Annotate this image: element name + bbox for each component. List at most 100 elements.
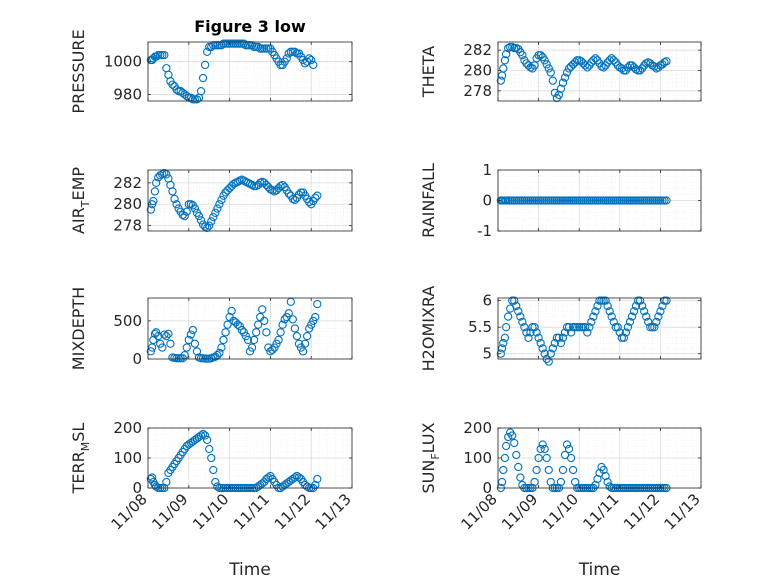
data-point bbox=[221, 328, 230, 337]
y-tick-label: 980 bbox=[113, 85, 142, 103]
data-point bbox=[249, 335, 259, 345]
data-point bbox=[566, 453, 576, 463]
x-tick-label: 11/09 bbox=[148, 490, 191, 533]
data-point bbox=[609, 56, 618, 65]
data-point bbox=[284, 189, 293, 198]
data-point bbox=[570, 58, 580, 67]
data-point bbox=[302, 331, 312, 341]
data-point bbox=[615, 328, 624, 337]
data-point bbox=[217, 343, 226, 352]
series-mixdepth bbox=[146, 297, 322, 363]
data-point bbox=[613, 323, 622, 332]
data-point bbox=[503, 432, 513, 442]
data-point bbox=[556, 84, 566, 93]
data-point bbox=[605, 307, 614, 316]
y-tick-label: 100 bbox=[113, 449, 142, 467]
series-terr_msl bbox=[146, 429, 322, 493]
y-axis-label: TERRMSL bbox=[69, 423, 92, 495]
data-point bbox=[311, 193, 320, 202]
y-tick-label: 280 bbox=[463, 61, 492, 79]
data-point bbox=[276, 328, 285, 337]
data-point bbox=[583, 328, 592, 337]
y-tick-label: 5.5 bbox=[468, 318, 492, 336]
data-point bbox=[200, 60, 210, 70]
data-point bbox=[501, 50, 511, 59]
data-point bbox=[556, 338, 566, 348]
data-point bbox=[499, 338, 508, 348]
data-point bbox=[548, 344, 557, 353]
data-point bbox=[219, 335, 228, 345]
data-point bbox=[554, 333, 564, 342]
data-point bbox=[254, 320, 263, 329]
data-point bbox=[280, 315, 289, 324]
data-point bbox=[262, 328, 271, 337]
data-point bbox=[305, 54, 314, 63]
data-point bbox=[619, 333, 629, 342]
subplot-theta: 278 280 282 THETA bbox=[419, 41, 702, 103]
data-point bbox=[662, 296, 671, 305]
data-point bbox=[243, 335, 253, 345]
data-point bbox=[294, 190, 304, 199]
data-point bbox=[558, 78, 568, 87]
data-point bbox=[209, 465, 218, 475]
data-point bbox=[603, 477, 612, 487]
y-tick-label: 100 bbox=[463, 449, 492, 467]
data-point bbox=[570, 477, 580, 487]
data-point bbox=[652, 317, 661, 327]
data-point bbox=[568, 465, 578, 475]
data-point bbox=[170, 194, 179, 204]
y-axis-label: MIXDEPTH bbox=[69, 287, 88, 370]
data-point bbox=[518, 317, 527, 327]
data-point bbox=[268, 345, 277, 354]
data-point bbox=[160, 330, 169, 339]
data-point bbox=[520, 323, 529, 332]
data-point bbox=[544, 465, 553, 475]
data-point bbox=[290, 195, 300, 205]
axes-frame bbox=[147, 297, 353, 360]
data-point bbox=[192, 95, 202, 104]
data-point bbox=[501, 323, 511, 332]
x-tick-label: 11/12 bbox=[271, 490, 314, 533]
data-point bbox=[642, 312, 651, 321]
data-point bbox=[205, 444, 214, 454]
data-point bbox=[585, 323, 594, 332]
data-point bbox=[550, 88, 559, 98]
data-point bbox=[196, 431, 206, 440]
data-point bbox=[591, 307, 600, 316]
data-point bbox=[300, 339, 310, 348]
data-point bbox=[558, 333, 568, 342]
x-tick-label: 11/11 bbox=[230, 490, 273, 533]
subplot-rainfall: -1 0 1 RAINFALL bbox=[419, 161, 702, 240]
data-point bbox=[581, 323, 590, 332]
y-tick-label: 1000 bbox=[104, 53, 142, 71]
y-tick-label: 278 bbox=[463, 82, 492, 100]
data-point bbox=[526, 328, 535, 337]
data-point bbox=[311, 312, 320, 322]
data-point bbox=[554, 90, 564, 100]
data-point bbox=[662, 57, 671, 66]
data-point bbox=[198, 73, 208, 83]
data-point bbox=[544, 357, 553, 366]
data-point bbox=[550, 338, 559, 348]
x-tick-label: 11/13 bbox=[312, 490, 355, 533]
y-tick-label: 1 bbox=[482, 161, 492, 179]
data-point bbox=[164, 329, 173, 338]
data-point bbox=[217, 195, 226, 205]
data-point bbox=[546, 349, 555, 358]
data-point bbox=[564, 444, 574, 454]
data-point bbox=[239, 39, 249, 48]
data-point bbox=[260, 316, 269, 326]
x-axis-label: Time bbox=[228, 560, 271, 580]
data-point bbox=[583, 63, 592, 72]
y-axis-label: PRESSURE bbox=[69, 29, 88, 113]
data-point bbox=[209, 212, 218, 222]
data-point bbox=[184, 335, 193, 345]
data-point bbox=[522, 328, 531, 337]
data-point bbox=[497, 477, 507, 487]
data-point bbox=[591, 54, 600, 63]
data-point bbox=[591, 480, 600, 490]
y-tick-label: 0 bbox=[482, 479, 492, 497]
data-point bbox=[211, 477, 220, 487]
axes-frame bbox=[497, 297, 702, 360]
data-point bbox=[227, 306, 236, 316]
